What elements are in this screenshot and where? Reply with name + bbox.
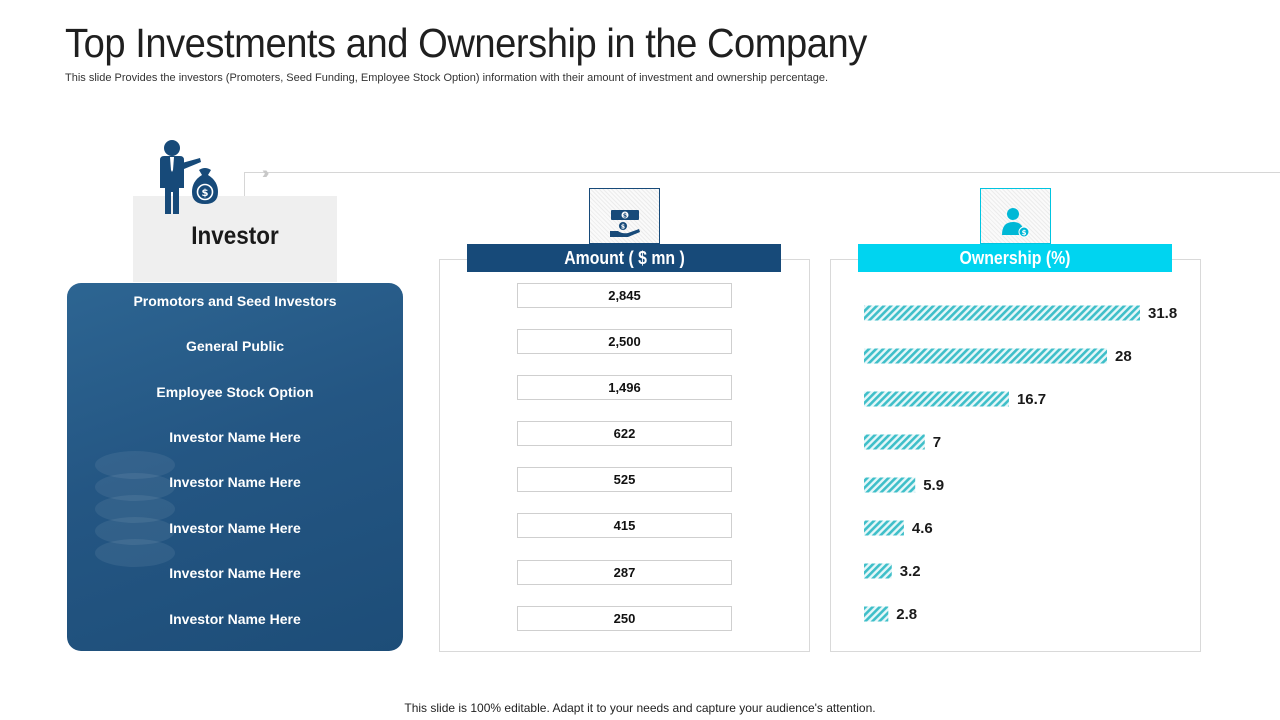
- ownership-header: Ownership (%): [858, 244, 1172, 272]
- svg-text:$: $: [623, 213, 627, 220]
- slide-footer: This slide is 100% editable. Adapt it to…: [404, 701, 876, 715]
- ownership-bar: [864, 520, 904, 536]
- ownership-bar: [864, 477, 916, 493]
- amount-cell: 287: [517, 560, 732, 585]
- investor-item: Investor Name Here: [169, 520, 301, 536]
- ownership-bar: [864, 305, 1140, 321]
- investor-item: Investor Name Here: [169, 565, 301, 581]
- amount-cell: 415: [517, 513, 732, 538]
- ownership-icon-frame: $: [980, 188, 1051, 244]
- amount-cell: 250: [517, 606, 732, 631]
- investor-header: Investor: [133, 196, 337, 282]
- amount-header: Amount ( $ mn ): [467, 244, 781, 272]
- ownership-bar-label: 31.8: [1148, 305, 1177, 322]
- ownership-bar: [864, 348, 1108, 364]
- investor-panel: Promotors and Seed Investors General Pub…: [67, 283, 403, 651]
- ownership-bar-label: 5.9: [923, 477, 944, 494]
- user-dollar-icon: $: [1002, 208, 1030, 238]
- ownership-bar: [864, 391, 1009, 407]
- amount-header-label: Amount ( $ mn ): [563, 248, 685, 268]
- coin-decoration: [95, 495, 175, 523]
- double-chevron-icon: ››: [262, 163, 270, 182]
- amount-cell: 525: [517, 467, 732, 492]
- ownership-bar-label: 3.2: [900, 563, 921, 580]
- connector-drop: [244, 172, 245, 196]
- businessman-money-bag-icon: $: [160, 140, 218, 214]
- svg-text:$: $: [621, 224, 625, 231]
- slide-title: Top Investments and Ownership in the Com…: [65, 20, 867, 66]
- amount-icon-frame: $ $: [589, 188, 660, 244]
- cash-hand-icon: $ $: [610, 210, 640, 237]
- ownership-bar-label: 28: [1115, 348, 1132, 365]
- amount-cell: 2,500: [517, 329, 732, 354]
- ownership-bar-label: 4.6: [912, 520, 933, 537]
- amount-cell: 622: [517, 421, 732, 446]
- slide-subtitle: This slide Provides the investors (Promo…: [65, 72, 829, 84]
- svg-text:$: $: [1022, 229, 1027, 237]
- ownership-bar-label: 2.8: [896, 606, 917, 623]
- investor-item: Investor Name Here: [169, 429, 301, 445]
- svg-text:$: $: [202, 188, 209, 199]
- ownership-bar: [864, 434, 925, 450]
- coin-decoration: [95, 473, 175, 501]
- ownership-bar: [864, 563, 892, 579]
- ownership-bar-label: 7: [933, 434, 941, 451]
- amount-cell: 2,845: [517, 283, 732, 308]
- investor-header-label: Investor: [191, 222, 279, 250]
- amount-cell: 1,496: [517, 375, 732, 400]
- investor-item: Employee Stock Option: [156, 384, 314, 400]
- investor-item: General Public: [185, 338, 285, 354]
- ownership-header-label: Ownership (%): [959, 248, 1071, 268]
- ownership-bar: [864, 606, 889, 622]
- coin-decoration: [95, 517, 175, 545]
- investor-item: Investor Name Here: [169, 611, 301, 627]
- ownership-bar-label: 16.7: [1017, 391, 1046, 408]
- connector-line: [244, 172, 1280, 173]
- coin-decoration: [95, 451, 175, 479]
- ownership-bar-chart: 31.8 28 16.7 7 5.9 4.6 3.2 2.8: [864, 305, 1177, 623]
- amount-panel: [439, 259, 810, 652]
- investor-item: Investor Name Here: [169, 474, 301, 490]
- investor-item: Promotors and Seed Investors: [133, 293, 337, 309]
- coin-decoration: [95, 539, 175, 567]
